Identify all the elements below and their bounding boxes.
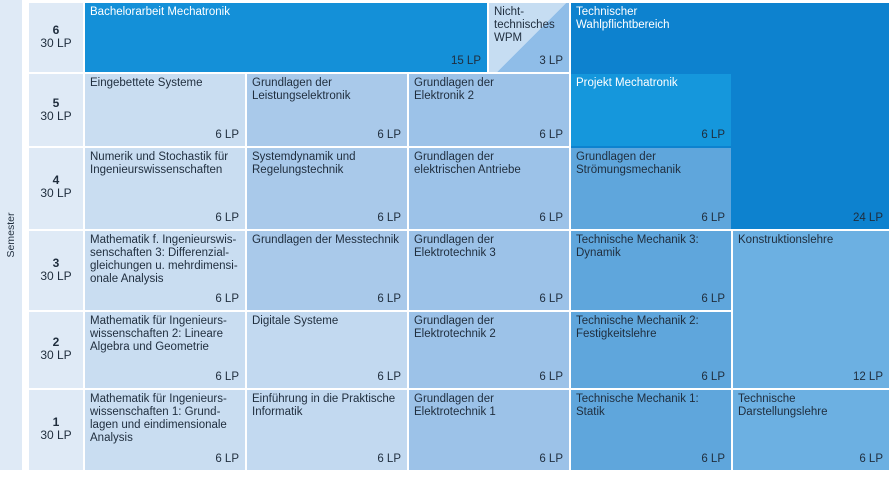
module-credits: 6 LP: [377, 129, 401, 141]
module-title: Grundlagen der Leistungselektronik: [252, 77, 351, 102]
semester-number: 6: [52, 23, 60, 37]
module-credits: 6 LP: [539, 453, 563, 465]
module-mathematik-3: Mathematik f. Ingenieurswis- senschaften…: [85, 231, 245, 310]
module-bachelorarbeit: Bachelorarbeit Mechatronik 15 LP: [85, 3, 487, 72]
module-title: Grundlagen der Elektrotechnik 1: [414, 393, 496, 418]
module-credits: 3 LP: [539, 55, 563, 67]
module-nichttechnisches-wpm: Nicht- technisches WPM 3 LP: [489, 3, 569, 72]
module-title: Konstruktionslehre: [738, 234, 834, 246]
module-technische-mechanik-3: Technische Mechanik 3: Dynamik 6 LP: [571, 231, 731, 310]
module-title: Projekt Mechatronik: [576, 77, 678, 89]
semester-5-label: 5 30 LP: [29, 74, 83, 146]
module-title: Grundlagen der Elektronik 2: [414, 77, 494, 102]
module-digitale-systeme: Digitale Systeme 6 LP: [247, 312, 407, 388]
module-credits: 6 LP: [215, 212, 239, 224]
module-credits: 6 LP: [215, 129, 239, 141]
semester-6-label: 6 30 LP: [29, 3, 83, 72]
module-credits: 6 LP: [539, 129, 563, 141]
module-projekt-mechatronik: Projekt Mechatronik 6 LP: [571, 74, 731, 146]
module-credits: 6 LP: [539, 293, 563, 305]
module-title: Grundlagen der elektrischen Antriebe: [414, 151, 521, 176]
module-konstruktionslehre: Konstruktionslehre 12 LP: [733, 231, 889, 388]
module-credits: 12 LP: [852, 371, 883, 383]
module-technische-mechanik-2: Technische Mechanik 2: Festigkeitslehre …: [571, 312, 731, 388]
module-title: Mathematik f. Ingenieurswis- senschaften…: [90, 234, 238, 285]
module-credits: 6 LP: [215, 293, 239, 305]
module-elektronik-2: Grundlagen der Elektronik 2 6 LP: [409, 74, 569, 146]
module-credits: 6 LP: [701, 212, 725, 224]
semester-axis-text: Semester: [5, 212, 17, 258]
module-elektrotechnik-3: Grundlagen der Elektrotechnik 3 6 LP: [409, 231, 569, 310]
module-credits: 6 LP: [701, 129, 725, 141]
semester-number: 5: [52, 96, 60, 110]
module-eingebettete-systeme: Eingebettete Systeme 6 LP: [85, 74, 245, 146]
semester-credits: 30 LP: [40, 186, 72, 200]
module-elektrotechnik-2: Grundlagen der Elektrotechnik 2 6 LP: [409, 312, 569, 388]
semester-credits: 30 LP: [40, 348, 72, 362]
module-title: Mathematik für Ingenieurs- wissenschafte…: [90, 393, 227, 444]
module-title: Grundlagen der Strömungsmechanik: [576, 151, 681, 176]
module-stroemungsmechanik: Grundlagen der Strömungsmechanik 6 LP: [571, 148, 731, 229]
module-title: Grundlagen der Messtechnik: [252, 234, 400, 246]
module-title: Grundlagen der Elektrotechnik 2: [414, 315, 496, 340]
module-credits: 6 LP: [701, 293, 725, 305]
module-title: Technische Mechanik 1: Statik: [576, 393, 699, 418]
module-darstellungslehre: Technische Darstellungslehre 6 LP: [733, 390, 889, 470]
module-credits: 6 LP: [539, 371, 563, 383]
module-mathematik-2: Mathematik für Ingenieurs- wissenschafte…: [85, 312, 245, 388]
module-credits: 24 LP: [852, 212, 883, 224]
semester-number: 3: [52, 256, 60, 270]
semester-credits: 30 LP: [40, 109, 72, 123]
semester-credits: 30 LP: [40, 269, 72, 283]
module-credits: 6 LP: [701, 371, 725, 383]
module-credits: 6 LP: [859, 453, 883, 465]
module-elektrotechnik-1: Grundlagen der Elektrotechnik 1 6 LP: [409, 390, 569, 470]
module-title: Technische Darstellungslehre: [738, 393, 828, 418]
module-credits: 6 LP: [539, 212, 563, 224]
module-systemdynamik: Systemdynamik und Regelungstechnik 6 LP: [247, 148, 407, 229]
module-credits: 6 LP: [215, 371, 239, 383]
module-credits: 6 LP: [377, 212, 401, 224]
semester-4-label: 4 30 LP: [29, 148, 83, 229]
module-technische-mechanik-1: Technische Mechanik 1: Statik 6 LP: [571, 390, 731, 470]
semester-3-label: 3 30 LP: [29, 231, 83, 310]
module-elektrische-antriebe: Grundlagen der elektrischen Antriebe 6 L…: [409, 148, 569, 229]
module-credits: 6 LP: [377, 453, 401, 465]
module-title: Grundlagen der Elektrotechnik 3: [414, 234, 496, 259]
module-praktische-informatik: Einführung in die Praktische Informatik …: [247, 390, 407, 470]
semester-credits: 30 LP: [40, 36, 72, 50]
module-title: Eingebettete Systeme: [90, 77, 203, 89]
module-title: Technische Mechanik 2: Festigkeitslehre: [576, 315, 699, 340]
semester-axis-label: Semester: [0, 0, 22, 470]
module-credits: 6 LP: [377, 293, 401, 305]
module-title: Technischer Wahlpflichtbereich: [576, 6, 670, 31]
semester-number: 2: [52, 335, 60, 349]
module-title: Digitale Systeme: [252, 315, 339, 327]
module-credits: 6 LP: [377, 371, 401, 383]
module-title: Numerik und Stochastik für Ingenieurswis…: [90, 151, 229, 176]
module-title: Einführung in die Praktische Informatik: [252, 393, 396, 418]
module-credits: 15 LP: [450, 55, 481, 67]
module-messtechnik: Grundlagen der Messtechnik 6 LP: [247, 231, 407, 310]
semester-number: 4: [52, 173, 60, 187]
module-title: Technische Mechanik 3: Dynamik: [576, 234, 699, 259]
module-mathematik-1: Mathematik für Ingenieurs- wissenschafte…: [85, 390, 245, 470]
module-title: Bachelorarbeit Mechatronik: [90, 6, 230, 18]
module-credits: 6 LP: [215, 453, 239, 465]
semester-2-label: 2 30 LP: [29, 312, 83, 388]
module-title: Mathematik für Ingenieurs- wissenschafte…: [90, 315, 227, 353]
module-leistungselektronik: Grundlagen der Leistungselektronik 6 LP: [247, 74, 407, 146]
module-numerik-stochastik: Numerik und Stochastik für Ingenieurswis…: [85, 148, 245, 229]
semester-number: 1: [52, 415, 60, 429]
module-title: Systemdynamik und Regelungstechnik: [252, 151, 356, 176]
module-title: Nicht- technisches WPM: [494, 6, 555, 44]
semester-credits: 30 LP: [40, 428, 72, 442]
semester-1-label: 1 30 LP: [29, 390, 83, 470]
module-credits: 6 LP: [701, 453, 725, 465]
